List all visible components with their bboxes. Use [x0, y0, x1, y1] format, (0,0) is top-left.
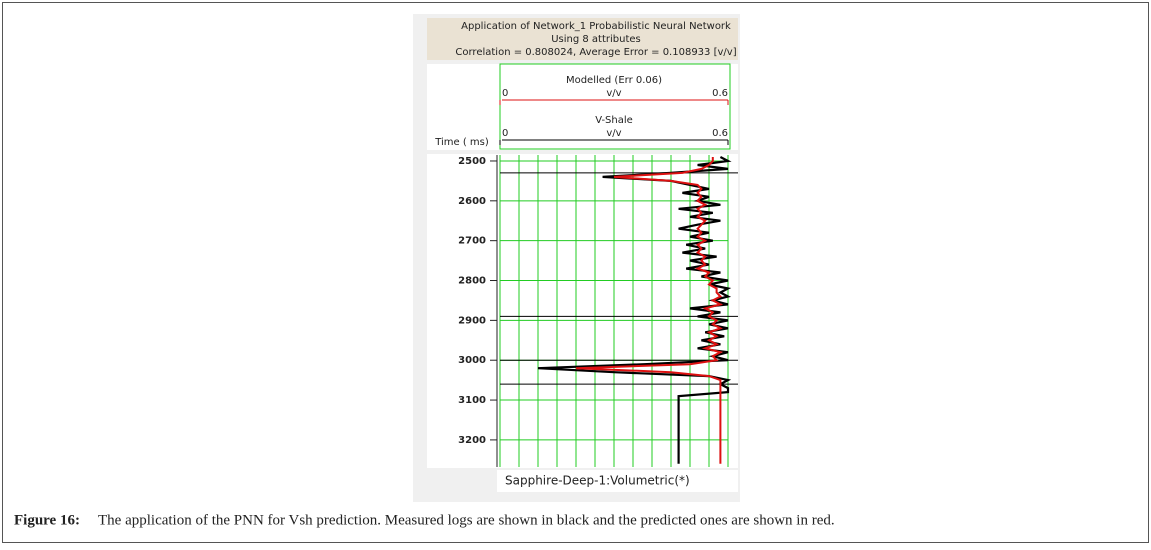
y-tick-label: 3100: [458, 395, 486, 406]
x-tick-label: 0.6: [712, 88, 728, 99]
track-header: [427, 64, 738, 150]
log-curve: [537, 156, 732, 464]
y-tick-label: 2700: [458, 236, 486, 247]
y-tick-label: 2900: [458, 315, 486, 326]
track-unit: v/v: [606, 128, 621, 139]
y-tick-label: 3200: [458, 435, 486, 446]
annotation: Correlation = 0.808024, Average Error = …: [455, 47, 736, 58]
x-tick-label: 0: [502, 88, 508, 99]
track-unit: v/v: [606, 88, 621, 99]
chart-title: Application of Network_1 Probabilistic N…: [461, 21, 731, 32]
footer-box: [497, 470, 738, 492]
caption-text: The application of the PNN for Vsh predi…: [98, 512, 835, 528]
y-tick-label: 2500: [458, 156, 486, 167]
x-tick-label: 0: [502, 128, 508, 139]
header: [427, 18, 738, 60]
x-tick-label: 0.6: [712, 128, 728, 139]
footer: Sapphire-Deep-1:Volumetric(*): [505, 474, 690, 488]
chart-subtitle: Using 8 attributes: [551, 34, 641, 45]
log-curve: [575, 157, 724, 464]
caption-label: Figure 16:: [14, 512, 80, 528]
track-header-box: [499, 63, 731, 150]
y-tick-label: 2800: [458, 276, 486, 287]
y-tick-label: 2600: [458, 196, 486, 207]
track-name: V-Shale: [595, 115, 633, 126]
y-axis-label: Time ( ms): [434, 137, 489, 148]
y-tick-label: 3000: [458, 355, 486, 366]
track-name: Modelled (Err 0.06): [566, 75, 662, 86]
plot-area: [427, 154, 738, 468]
